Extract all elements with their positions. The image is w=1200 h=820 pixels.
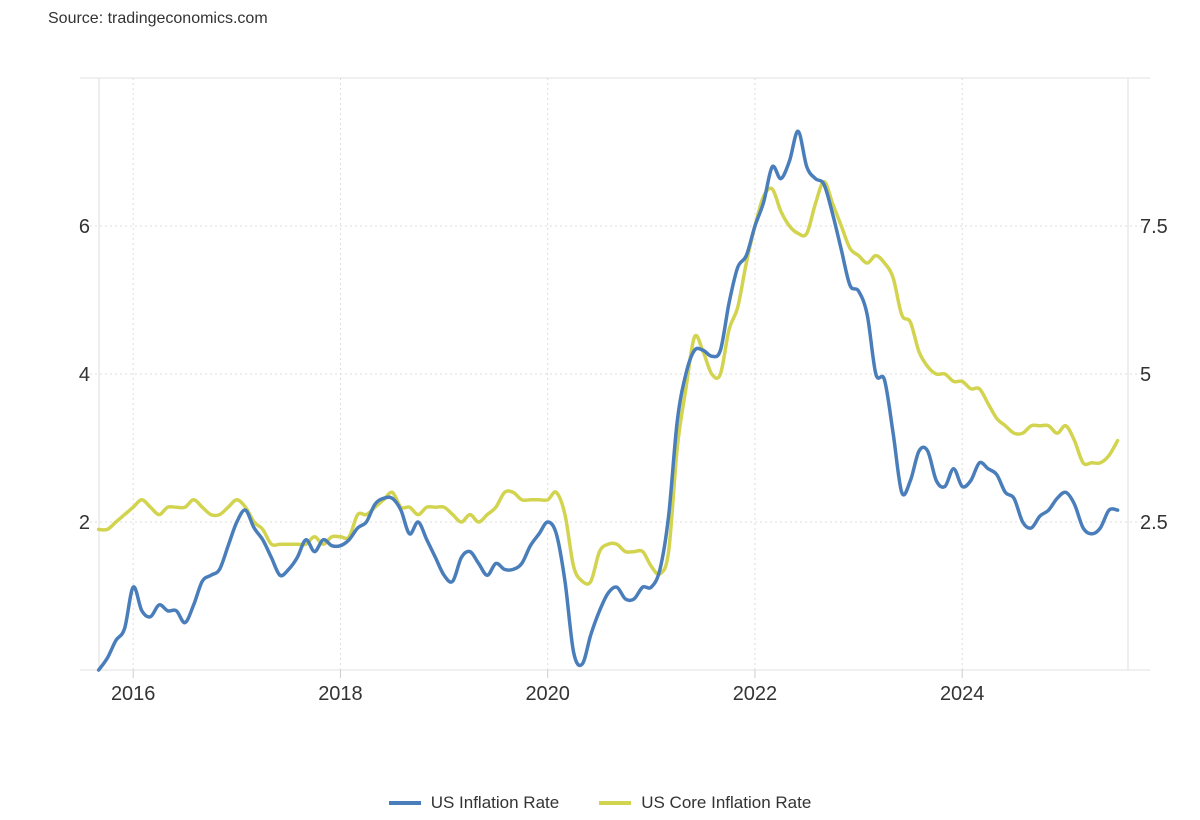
series-line-us-core-inflation-rate xyxy=(96,179,1120,586)
x-tick-label: 2024 xyxy=(940,683,985,705)
right-y-tick-label: 5 xyxy=(1140,364,1151,386)
left-y-tick-label: 6 xyxy=(79,216,90,238)
x-tick-label: 2020 xyxy=(525,683,570,705)
legend-label-inflation: US Inflation Rate xyxy=(430,793,560,812)
legend-item-core[interactable]: US Core Inflation Rate xyxy=(599,793,811,813)
legend-item-inflation[interactable]: US Inflation Rate xyxy=(388,793,560,813)
right-y-tick-label: 2.5 xyxy=(1140,512,1168,534)
legend-label-core: US Core Inflation Rate xyxy=(641,793,812,812)
x-tick-label: 2016 xyxy=(111,683,156,705)
x-tick-label: 2018 xyxy=(318,683,363,705)
legend-swatch-inflation xyxy=(388,801,421,805)
x-tick-label: 2022 xyxy=(733,683,778,705)
left-y-tick-label: 2 xyxy=(79,512,90,534)
legend: US Inflation Rate US Core Inflation Rate xyxy=(0,793,1200,813)
source-label: Source: tradingeconomics.com xyxy=(48,10,268,27)
left-y-tick-label: 4 xyxy=(79,364,90,386)
right-y-tick-label: 7.5 xyxy=(1140,216,1168,238)
series-line-us-inflation-rate xyxy=(96,129,1120,672)
legend-swatch-core xyxy=(599,801,632,805)
